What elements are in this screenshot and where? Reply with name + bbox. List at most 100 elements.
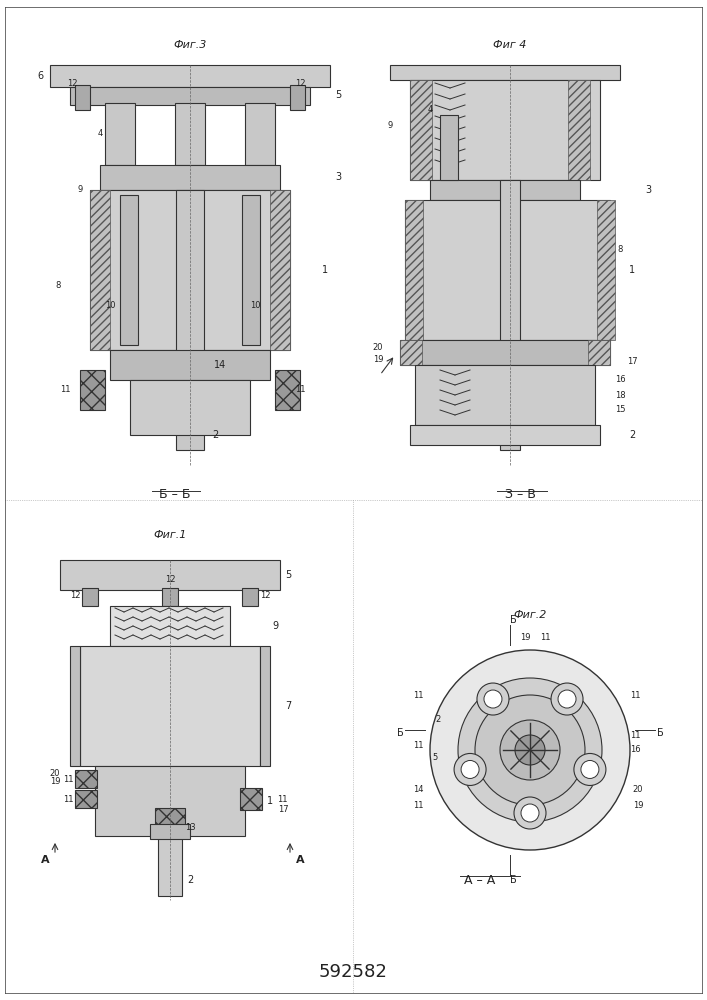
Text: 2: 2 [436,716,440,724]
Text: 17: 17 [626,358,637,366]
Circle shape [514,797,546,829]
Text: 5: 5 [433,754,438,762]
Bar [500,180,520,450]
Circle shape [477,683,509,715]
Text: Б: Б [510,615,516,625]
Text: 12: 12 [165,576,175,584]
Bar [260,646,270,766]
Text: Б: Б [657,728,663,738]
Text: Б: Б [397,728,404,738]
Bar [588,340,610,365]
Text: 11: 11 [295,385,305,394]
Circle shape [521,804,539,822]
Bar [275,370,300,410]
Bar [405,200,610,340]
Bar [75,85,90,110]
Bar [95,766,245,836]
Text: 12: 12 [66,79,77,88]
Text: 2: 2 [212,430,218,440]
Text: Б – Б: Б – Б [159,488,191,502]
Text: 19: 19 [520,634,530,643]
Bar [150,824,190,839]
Bar [270,190,290,350]
Text: 16: 16 [630,746,641,754]
Text: 6: 6 [37,71,43,81]
Bar [110,350,270,380]
Circle shape [461,760,479,778]
Bar [175,103,205,165]
Text: 20: 20 [49,768,60,778]
Bar [568,80,590,180]
Bar [70,87,310,105]
Text: 4: 4 [98,128,103,137]
Text: A: A [296,855,304,865]
Bar [110,606,230,646]
Text: 8: 8 [617,245,623,254]
Text: Фиг.3: Фиг.3 [173,40,206,50]
Bar [410,425,600,445]
Text: 12: 12 [259,591,270,600]
Bar [400,340,422,365]
Text: 4: 4 [427,105,433,114]
Bar [105,103,135,165]
Bar [240,788,262,810]
Text: Б: Б [510,875,516,885]
Bar [155,808,185,836]
Circle shape [454,753,486,785]
Bar [242,588,258,606]
Bar [597,200,615,340]
Circle shape [574,753,606,785]
Text: 11: 11 [413,690,423,700]
Bar [75,790,97,808]
Text: 16: 16 [614,375,625,384]
Text: 15: 15 [615,406,625,414]
Bar [158,836,182,896]
Bar [60,560,280,590]
Bar [410,80,432,180]
Text: 11: 11 [630,690,641,700]
Text: 592582: 592582 [319,963,387,981]
Text: 20: 20 [633,786,643,794]
Bar [82,588,98,606]
Text: 11: 11 [63,794,74,804]
Text: 2: 2 [629,430,635,440]
Text: 5: 5 [335,90,341,100]
Circle shape [484,690,502,708]
Bar [245,103,275,165]
Bar [100,165,280,190]
Text: 11: 11 [413,740,423,750]
Bar [90,190,110,350]
Text: 10: 10 [105,300,115,310]
Text: 7: 7 [285,701,291,711]
Circle shape [458,678,602,822]
Text: Фиг 4: Фиг 4 [493,40,527,50]
Text: 11: 11 [413,800,423,810]
Circle shape [500,720,560,780]
Bar [415,365,595,425]
Text: 11: 11 [539,634,550,643]
Text: 1: 1 [322,265,328,275]
Bar [390,65,620,80]
Text: 9: 9 [77,186,83,194]
Bar [80,646,260,766]
Bar [400,340,610,365]
Bar [176,190,204,450]
Bar [80,370,105,410]
Text: Фиг.1: Фиг.1 [153,530,187,540]
Text: 19: 19 [373,356,383,364]
Text: 10: 10 [250,300,260,310]
Text: Фиг.2: Фиг.2 [513,610,547,620]
Text: 19: 19 [633,800,643,810]
Bar [290,85,305,110]
Bar [410,80,600,180]
Bar [90,190,290,350]
Text: 14: 14 [413,786,423,794]
Text: 3: 3 [645,185,651,195]
Text: 9: 9 [387,120,392,129]
Circle shape [558,690,576,708]
Bar [75,770,97,788]
Text: 1: 1 [267,796,273,806]
Text: А – А: А – А [464,874,496,886]
Bar [130,380,250,435]
Bar [50,65,330,87]
